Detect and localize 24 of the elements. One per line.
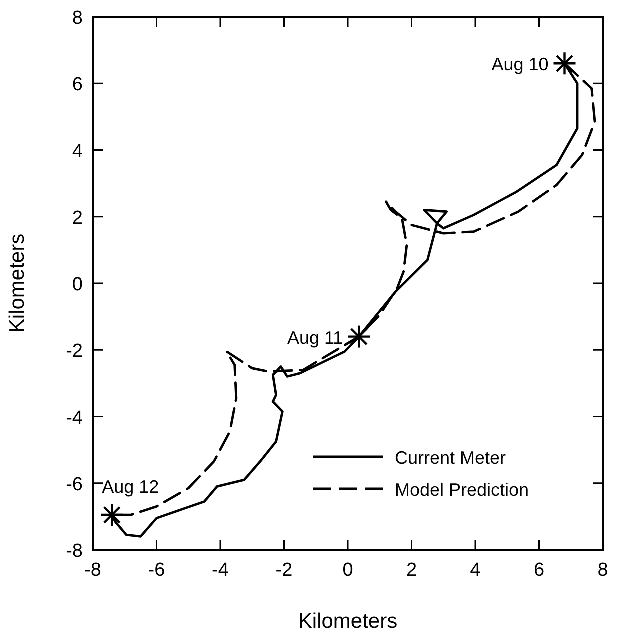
x-tick-label: 6 bbox=[534, 560, 545, 581]
y-tick-label: -6 bbox=[66, 474, 83, 496]
x-tick-label: -6 bbox=[148, 560, 166, 581]
y-tick-label: 2 bbox=[72, 208, 83, 229]
y-tick-label: -2 bbox=[66, 341, 83, 362]
x-tick-label: 0 bbox=[342, 560, 354, 581]
legend-label: Current Meter bbox=[395, 448, 506, 468]
x-tick-label: 4 bbox=[470, 560, 482, 581]
y-tick-label: 0 bbox=[72, 274, 83, 296]
x-tick-label: 2 bbox=[406, 560, 418, 581]
y-tick-label: -4 bbox=[66, 408, 84, 429]
y-tick-label: -8 bbox=[66, 541, 83, 562]
x-axis-title: Kilometers bbox=[298, 610, 398, 633]
annotation: Aug 12 bbox=[102, 477, 160, 498]
y-tick-label: 8 bbox=[72, 8, 83, 29]
y-axis-title: Kilometers bbox=[6, 234, 29, 334]
x-tick-label: -2 bbox=[276, 560, 293, 581]
x-tick-label: -4 bbox=[212, 560, 230, 581]
annotation: Aug 10 bbox=[492, 54, 549, 75]
y-tick-label: 4 bbox=[72, 141, 84, 162]
annotation: Aug 11 bbox=[287, 328, 344, 348]
x-tick-label: 8 bbox=[598, 560, 608, 581]
legend-label: Model Prediction bbox=[395, 480, 530, 500]
y-tick-label: 6 bbox=[72, 74, 83, 96]
